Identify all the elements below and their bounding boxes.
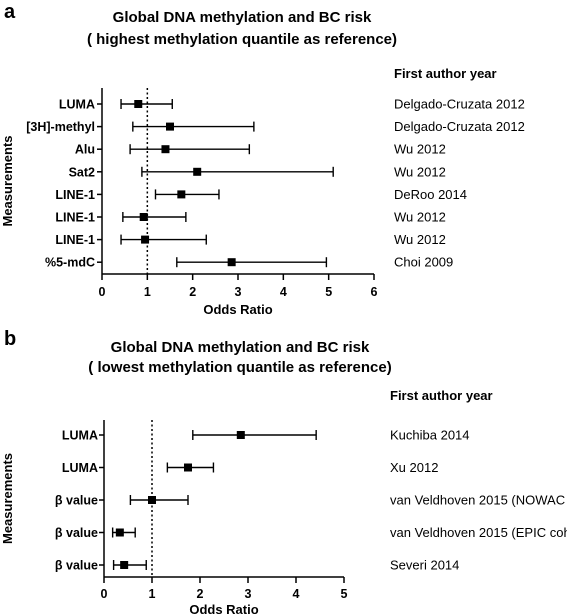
panel-a-row-label: LINE-1 bbox=[55, 211, 95, 225]
panel-b-row-label: LUMA bbox=[62, 461, 98, 475]
panel-a-author-label: Choi 2009 bbox=[394, 255, 453, 270]
panel-b-author-label: van Veldhoven 2015 (NOWAC cohort) bbox=[390, 493, 567, 508]
panel-b-y-axis-label: Measurements bbox=[0, 453, 15, 544]
panel-a-row-label: Alu bbox=[75, 143, 95, 157]
panel-a-row-label: LINE-1 bbox=[55, 188, 95, 202]
panel-b-row-label: β value bbox=[55, 494, 98, 508]
panel-a-odds-ratio-point bbox=[193, 167, 202, 176]
panel-b-row-label: β value bbox=[55, 559, 98, 573]
panel-a-odds-ratio-point bbox=[227, 258, 236, 267]
panel-b-odds-ratio-point bbox=[184, 463, 192, 472]
panel-a-author-label: Delgado-Cruzata 2012 bbox=[394, 97, 525, 112]
panel-b-x-tick-label: 2 bbox=[197, 587, 204, 601]
panel-a-x-axis-label: Odds Ratio bbox=[203, 302, 272, 317]
panel-a-x-tick-label: 2 bbox=[189, 285, 196, 299]
panel-a-author-label: Delgado-Cruzata 2012 bbox=[394, 119, 525, 134]
panel-a-title: Global DNA methylation and BC risk bbox=[113, 9, 372, 26]
panel-a-row-label: LINE-1 bbox=[55, 233, 95, 247]
panel-a-odds-ratio-point bbox=[141, 235, 150, 244]
panel-b-x-tick-label: 0 bbox=[101, 587, 108, 601]
panel-a-x-tick-label: 3 bbox=[235, 285, 242, 299]
panel-a-y-axis-label: Measurements bbox=[0, 135, 15, 226]
panel-a-author-label: Wu 2012 bbox=[394, 210, 446, 225]
panel-b-odds-ratio-point bbox=[120, 561, 129, 569]
panel-a-x-tick-label: 5 bbox=[325, 285, 332, 299]
panel-b-author-label: van Veldhoven 2015 (EPIC cohort) bbox=[390, 525, 567, 540]
panel-b-author-label: Xu 2012 bbox=[390, 460, 438, 475]
panel-a-odds-ratio-point bbox=[161, 145, 170, 154]
panel-a-x-tick-label: 6 bbox=[371, 285, 378, 299]
panel-a-odds-ratio-point bbox=[166, 122, 174, 131]
panel-a-author-label: Wu 2012 bbox=[394, 232, 446, 247]
panel-b-x-tick-label: 1 bbox=[149, 587, 156, 601]
panel-a-row-label: Sat2 bbox=[69, 165, 95, 179]
panel-a-subtitle: ( highest methylation quantile as refere… bbox=[87, 31, 397, 48]
panel-b-odds-ratio-point bbox=[115, 528, 124, 537]
panel-b-row-label: β value bbox=[55, 526, 98, 540]
panel-b-author-label: Severi 2014 bbox=[390, 558, 459, 573]
panel-a-x-tick-label: 0 bbox=[99, 285, 106, 299]
panel-a-row-label: [3H]-methyl bbox=[26, 120, 95, 134]
panel-a-x-tick-label: 4 bbox=[280, 285, 287, 299]
panel-a-odds-ratio-point bbox=[177, 190, 186, 199]
panel-b-title: Global DNA methylation and BC risk bbox=[111, 339, 370, 356]
panel-a-row-label: %5-mdC bbox=[45, 256, 95, 270]
panel-a-letter: a bbox=[4, 1, 16, 23]
panel-a-author-label: Wu 2012 bbox=[394, 142, 446, 157]
panel-b-author-header: First author year bbox=[390, 388, 493, 403]
panel-b-x-tick-label: 3 bbox=[245, 587, 252, 601]
panel-a-x-tick-label: 1 bbox=[144, 285, 151, 299]
panel-a-odds-ratio-point bbox=[134, 100, 143, 108]
panel-b-odds-ratio-point bbox=[236, 431, 245, 439]
panel-a-author-label: DeRoo 2014 bbox=[394, 187, 467, 202]
panel-b-author-label: Kuchiba 2014 bbox=[390, 428, 470, 443]
panel-b-x-tick-label: 5 bbox=[341, 587, 348, 601]
panel-b-subtitle: ( lowest methylation quantile as referen… bbox=[88, 359, 391, 376]
panel-a-odds-ratio-point bbox=[139, 213, 148, 221]
panel-a-author-header: First author year bbox=[394, 66, 497, 81]
panel-b-letter: b bbox=[4, 328, 16, 350]
panel-a-row-label: LUMA bbox=[59, 98, 95, 112]
panel-b-x-tick-label: 4 bbox=[293, 587, 300, 601]
panel-b-odds-ratio-point bbox=[148, 496, 156, 504]
panel-a-author-label: Wu 2012 bbox=[394, 164, 446, 179]
panel-b-row-label: LUMA bbox=[62, 429, 98, 443]
panel-b-x-axis-label: Odds Ratio bbox=[189, 602, 258, 616]
